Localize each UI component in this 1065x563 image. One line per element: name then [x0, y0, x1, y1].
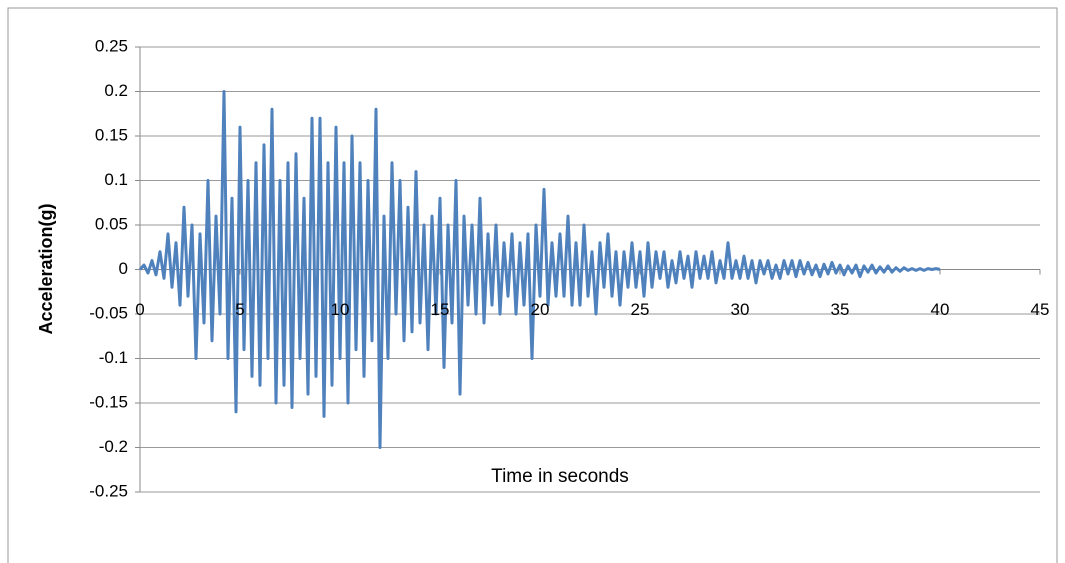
y-tick-label: -0.25 — [89, 481, 128, 500]
x-tick-label: 35 — [831, 300, 850, 319]
labels: 0.25 0.2 0.15 0.1 0.05 0 -0.05 -0.1 -0.15 -0.2 -0.… — [89, 36, 1049, 500]
x-tick-label: 45 — [1031, 300, 1050, 319]
x-tick-label: 20 — [531, 300, 550, 319]
y-tick-label: 0.05 — [95, 214, 128, 233]
y-tick-label: 0.2 — [104, 81, 128, 100]
y-tick-label: 0.15 — [95, 125, 128, 144]
y-tick-label: -0.2 — [99, 437, 128, 456]
x-tick-label: 40 — [931, 300, 950, 319]
data-line — [138, 90, 941, 449]
y-tick-label: -0.1 — [99, 348, 128, 367]
x-axis-title: Time in seconds — [491, 466, 629, 487]
x-tick-label: 15 — [431, 300, 450, 319]
x-tick-label: 25 — [631, 300, 650, 319]
y-tick-label: 0 — [119, 259, 128, 278]
x-tick-label: 30 — [731, 300, 750, 319]
x-tick-label: 5 — [235, 300, 244, 319]
y-axis-title: Acceleration(g) — [36, 203, 56, 334]
x-tick-label: 0 — [135, 300, 144, 319]
chart-frame — [7, 7, 1058, 563]
y-tick-label: -0.05 — [89, 303, 128, 322]
x-tick-label: 10 — [331, 300, 350, 319]
y-tick-label: 0.25 — [95, 36, 128, 55]
plot — [138, 90, 941, 449]
y-tick-label: 0.1 — [104, 170, 128, 189]
y-tick-label: -0.15 — [89, 392, 128, 411]
grid — [135, 46, 1041, 493]
